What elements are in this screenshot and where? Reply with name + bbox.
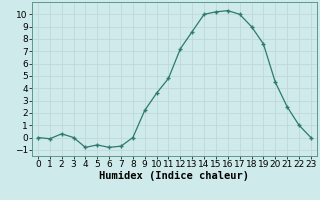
X-axis label: Humidex (Indice chaleur): Humidex (Indice chaleur) (100, 171, 249, 181)
